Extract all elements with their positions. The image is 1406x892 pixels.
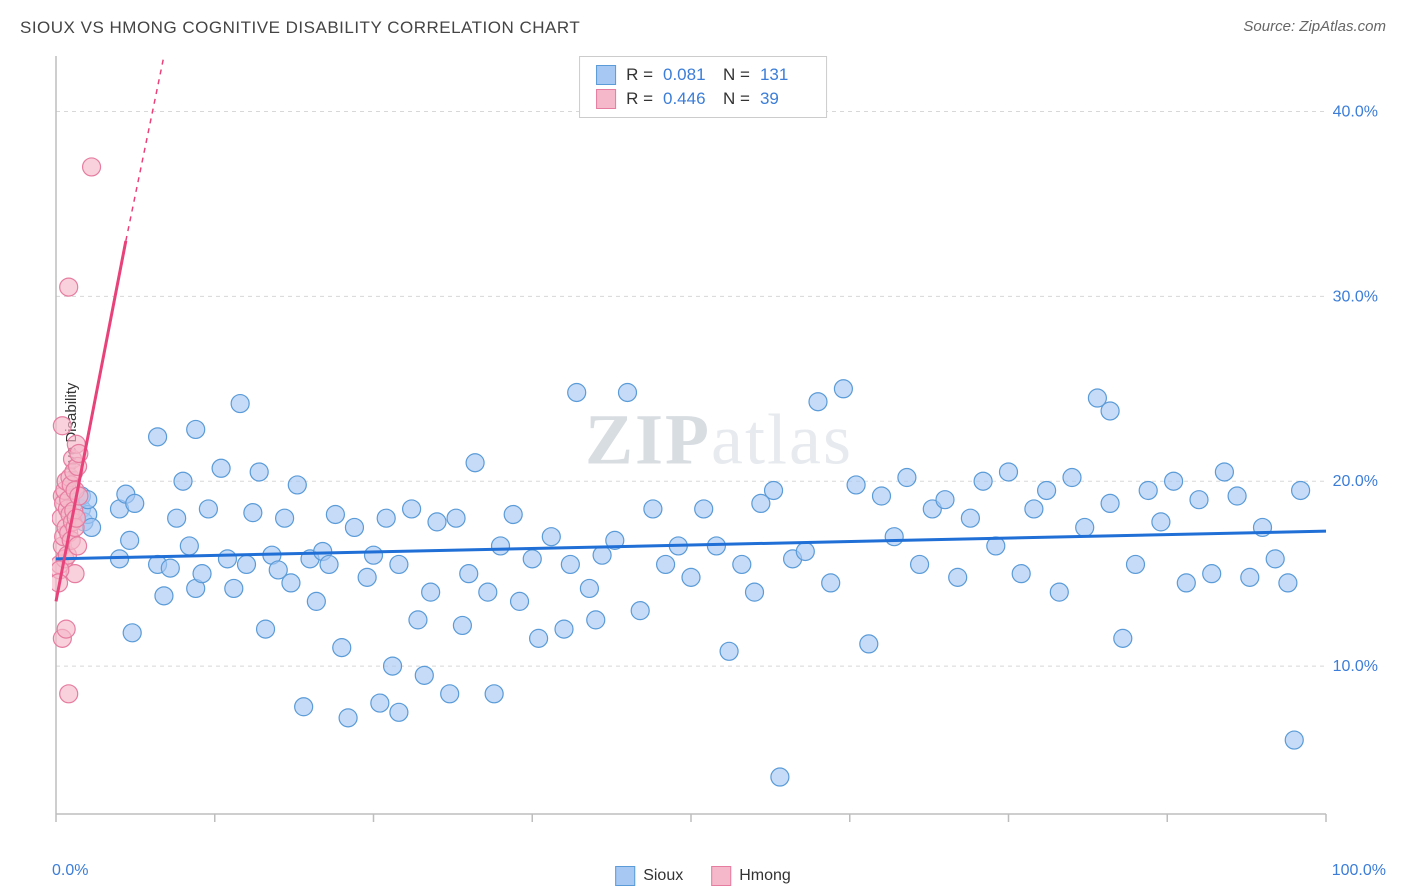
n-label: N = <box>723 89 750 109</box>
swatch-sioux <box>596 65 616 85</box>
legend-label-hmong: Hmong <box>739 867 791 885</box>
correlation-legend: R = 0.081 N = 131 R = 0.446 N = 39 <box>579 56 827 118</box>
r-label: R = <box>626 65 653 85</box>
svg-text:10.0%: 10.0% <box>1333 658 1378 675</box>
legend-item-hmong: Hmong <box>711 866 791 886</box>
legend-row-hmong: R = 0.446 N = 39 <box>596 87 810 111</box>
scatter-plot-svg: 10.0% 20.0% 30.0% 40.0% <box>52 50 1386 830</box>
source-name: ZipAtlas.com <box>1299 18 1386 35</box>
swatch-sioux <box>615 866 635 886</box>
swatch-hmong <box>711 866 731 886</box>
r-value-hmong: 0.446 <box>663 89 713 109</box>
chart-container: SIOUX VS HMONG COGNITIVE DISABILITY CORR… <box>0 0 1406 892</box>
chart-title: SIOUX VS HMONG COGNITIVE DISABILITY CORR… <box>20 18 580 38</box>
plot-area: 10.0%20.0%30.0%40.0% ZIPatlas <box>52 50 1386 830</box>
source-attribution: Source: ZipAtlas.com <box>1243 18 1386 35</box>
swatch-hmong <box>596 89 616 109</box>
n-label: N = <box>723 65 750 85</box>
legend-row-sioux: R = 0.081 N = 131 <box>596 63 810 87</box>
svg-text:30.0%: 30.0% <box>1333 288 1378 305</box>
n-value-sioux: 131 <box>760 65 810 85</box>
r-label: R = <box>626 89 653 109</box>
legend-label-sioux: Sioux <box>643 867 683 885</box>
legend-item-sioux: Sioux <box>615 866 683 886</box>
svg-text:40.0%: 40.0% <box>1333 103 1378 120</box>
series-legend: Sioux Hmong <box>615 866 791 886</box>
x-min-label: 0.0% <box>52 862 88 880</box>
source-prefix: Source: <box>1243 18 1299 35</box>
x-max-label: 100.0% <box>1332 862 1386 880</box>
n-value-hmong: 39 <box>760 89 810 109</box>
r-value-sioux: 0.081 <box>663 65 713 85</box>
svg-text:20.0%: 20.0% <box>1333 473 1378 490</box>
